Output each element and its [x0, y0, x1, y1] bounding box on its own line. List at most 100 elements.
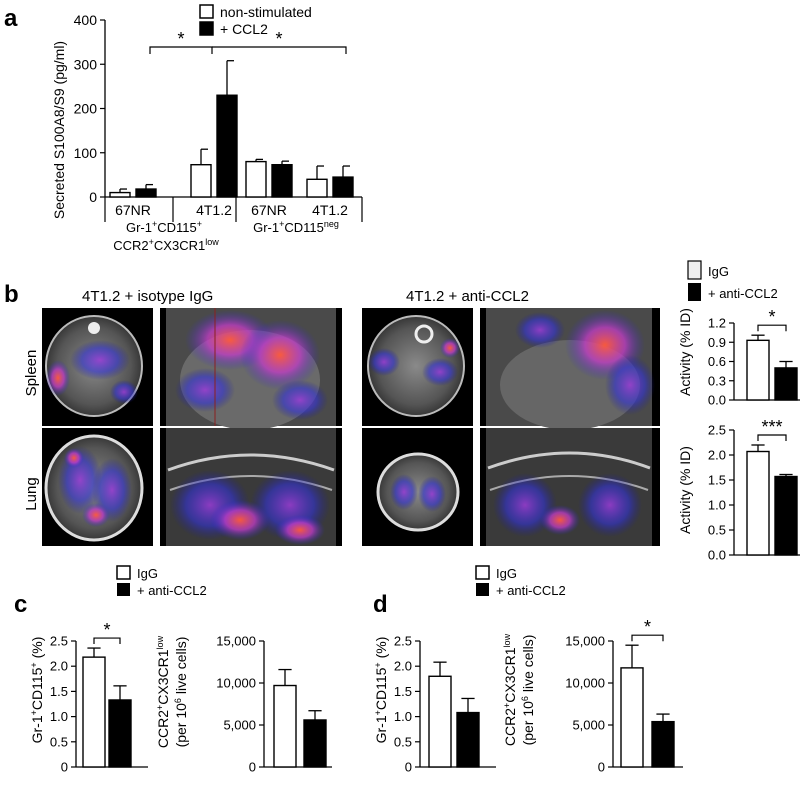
- panel-a-ytick-label: 400: [74, 12, 98, 28]
- panel-a-ylabel: Secreted S100A8/S9 (pg/ml): [51, 41, 67, 219]
- axes-c2-bar: [273, 684, 297, 768]
- panel-b-title-right: 4T1.2 + anti-CCL2: [406, 288, 529, 305]
- panel-d-chart2-axes: 0 5,000 10,000 15,000 *: [565, 617, 683, 775]
- scan-lung-isotype-axial: [42, 428, 153, 546]
- panel-c-ylabel-1: Gr-1+CD115+ (%): [29, 637, 45, 744]
- panel-a-bar: [109, 191, 131, 198]
- legend-b-igg-label: IgG: [708, 264, 729, 279]
- axes-c1-significance-bracket: [93, 637, 121, 645]
- axes-b2-ytick-label: 0.5: [708, 523, 726, 538]
- axes-c2-bar: [303, 719, 327, 768]
- panel-a-bar: [245, 160, 267, 198]
- panel-a-group-label-1b: CCR2+CX3CR1low: [113, 237, 219, 253]
- scan-lung-anticcl2-coronal: [480, 428, 660, 546]
- panel-a-significance-bracket: [149, 46, 213, 54]
- axes-d1-ytick-label: 2.0: [394, 659, 412, 674]
- axes-b1-bar: [774, 367, 798, 401]
- legend-b-igg-swatch: [687, 260, 702, 280]
- panel-letter-c: c: [14, 591, 27, 618]
- panel-b-spleen-ylabel: Activity (% ID): [677, 308, 693, 396]
- axes-c2-ytick-label: 5,000: [223, 718, 256, 733]
- panel-d-ylabel-2b: (per 106 live cells): [520, 635, 536, 746]
- legend-d-anticcl2-swatch: [476, 583, 489, 596]
- axes-c1-significance-label: *: [103, 620, 110, 640]
- axes-b2-ytick-label: 1.0: [708, 498, 726, 513]
- axes-b1-ytick-label: 1.2: [708, 316, 726, 331]
- axes-c1-ytick-label: 2.0: [50, 659, 68, 674]
- legend-c-anticcl2-label: + anti-CCL2: [137, 583, 207, 598]
- axes-c2-ytick-label: 15,000: [216, 634, 256, 649]
- panel-a-significance-label: *: [275, 29, 282, 49]
- legend-c-igg-label: IgG: [137, 566, 158, 581]
- scan-lung-isotype-coronal: [160, 428, 342, 546]
- axes-c1-ytick-label: 0: [61, 760, 68, 775]
- axes-b2-bar: [746, 450, 770, 556]
- panel-d-ylabel-2a: CCR2+CX3CR1low: [502, 633, 518, 746]
- panel-a-axes: 0 100 200 300 400 67NR 4T1.2 67NR 4T1.2 * *: [74, 12, 363, 222]
- axes-c1-bar: [82, 656, 106, 768]
- legend-a-nonstim-swatch: [199, 4, 214, 19]
- axes-b1-significance-label: *: [768, 307, 775, 327]
- axes-b2-ytick-label: 2.5: [708, 423, 726, 438]
- axes-b2-significance-label: ***: [761, 417, 782, 437]
- legend-a-ccl2-label: + CCL2: [220, 21, 268, 37]
- scan-spleen-isotype-coronal: [160, 308, 342, 430]
- panel-a-category-label: 4T1.2: [312, 202, 348, 218]
- panel-letter-d: d: [373, 591, 388, 618]
- axes-d2-ytick-label: 5,000: [572, 718, 605, 733]
- panel-a-ytick-label: 100: [74, 145, 98, 161]
- axes-d2-ytick-label: 0: [598, 760, 605, 775]
- axes-d1-ytick-label: 1.0: [394, 709, 412, 724]
- axes-c1-ytick-label: 2.5: [50, 634, 68, 649]
- axes-d2-significance-bracket: [631, 634, 664, 642]
- legend-c-igg-swatch: [116, 565, 131, 580]
- panel-a-bar: [216, 94, 238, 198]
- panel-b-lung-axes: 0.0 0.5 1.0 1.5 2.0 2.5 ***: [708, 417, 800, 563]
- panel-a-bar: [135, 188, 157, 198]
- panel-a-significance-bracket: [212, 46, 347, 54]
- axes-b1-ytick-label: 0.9: [708, 335, 726, 350]
- axes-d1-ytick-label: 1.5: [394, 684, 412, 699]
- panel-b-row-label-spleen: Spleen: [23, 350, 40, 397]
- axes-c1-ytick-label: 0.5: [50, 734, 68, 749]
- axes-b2-ytick-label: 1.5: [708, 473, 726, 488]
- panel-a-bar: [271, 163, 293, 198]
- axes-d1-ytick-label: 0.5: [394, 734, 412, 749]
- axes-d2-ytick-label: 15,000: [565, 634, 605, 649]
- legend-d-anticcl2-label: + anti-CCL2: [496, 583, 566, 598]
- panel-a-bar: [332, 176, 354, 198]
- axes-d1-bar: [428, 675, 452, 768]
- legend-a-ccl2-swatch: [199, 21, 214, 36]
- axes-b2-ytick-label: 0.0: [708, 548, 726, 563]
- legend-d-igg-swatch: [475, 565, 490, 580]
- axes-c2-ytick-label: 10,000: [216, 676, 256, 691]
- axes-b1-ytick-label: 0.0: [708, 393, 726, 408]
- axes-b2-significance-bracket: [757, 434, 787, 441]
- panel-a-group-label-1a: Gr-1+CD115+: [126, 219, 202, 235]
- axes-b1-significance-bracket: [757, 324, 787, 332]
- panel-d-ylabel-1: Gr-1+CD115+ (%): [373, 637, 389, 744]
- axes-d2-bar: [620, 667, 644, 768]
- axes-d1-bar: [456, 711, 480, 768]
- scan-spleen-anticcl2-axial: [362, 308, 473, 426]
- panel-letter-a: a: [4, 5, 18, 32]
- panel-b-lung-ylabel: Activity (% ID): [677, 446, 693, 534]
- legend-d-igg-label: IgG: [496, 566, 517, 581]
- panel-a-bar: [306, 178, 328, 198]
- panel-a-group-label-2: Gr-1+CD115neg: [253, 219, 339, 235]
- axes-d1-ytick-label: 2.5: [394, 634, 412, 649]
- panel-a-ytick-label: 200: [74, 101, 98, 117]
- panel-b-row-label-lung: Lung: [23, 477, 40, 510]
- legend-b-anticcl2-swatch: [688, 283, 701, 301]
- axes-c1-bar: [108, 699, 132, 768]
- panel-c-chart2-axes: 0 5,000 10,000 15,000: [216, 634, 332, 775]
- legend-a-nonstim-label: non-stimulated: [220, 4, 312, 20]
- panel-letter-b: b: [4, 281, 19, 308]
- axes-d2-ytick-label: 10,000: [565, 676, 605, 691]
- panel-a-category-label: 4T1.2: [196, 202, 232, 218]
- axes-b1-bar: [746, 339, 770, 401]
- legend-b-anticcl2-label: + anti-CCL2: [708, 286, 778, 301]
- legend-c-anticcl2-swatch: [117, 583, 130, 596]
- axes-c2-ytick-label: 0: [249, 760, 256, 775]
